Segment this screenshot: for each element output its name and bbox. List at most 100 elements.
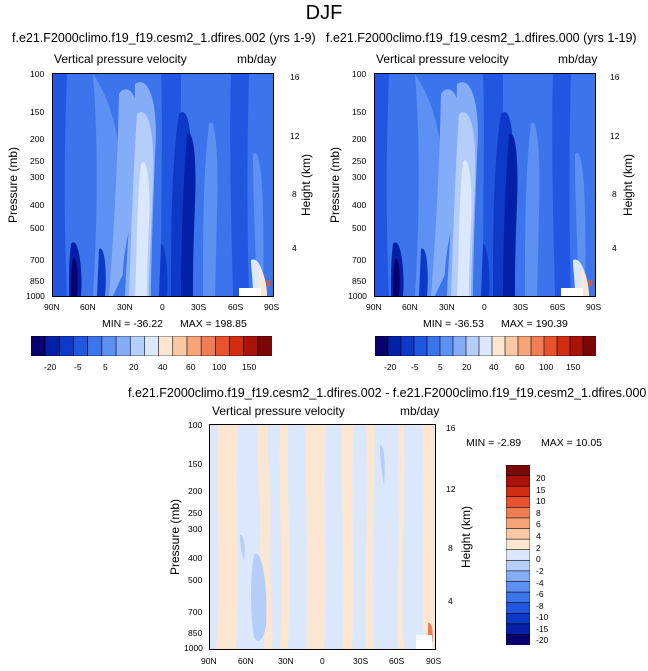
units-label: mb/day xyxy=(558,52,598,66)
x-tick-label: 60S xyxy=(389,656,405,666)
colorbar-label: 5 xyxy=(438,362,443,372)
panel-title: f.e21.F2000climo.f19_f19.cesm2_1.dfires.… xyxy=(326,31,637,45)
y-right-axis-title: Height (km) xyxy=(621,154,635,217)
colorbar-swatch xyxy=(214,336,231,356)
colorbar-swatch xyxy=(87,336,103,356)
colorbar xyxy=(375,336,596,356)
y-tick-label: 850 xyxy=(30,276,45,286)
y-tick-label: 400 xyxy=(188,553,203,563)
variable-label: Vertical pressure velocity xyxy=(376,52,509,66)
y-tick-label: 200 xyxy=(352,134,367,144)
x-tick-label: 60N xyxy=(80,302,96,312)
x-tick-label: 60N xyxy=(238,656,254,666)
colorbar-label: 5 xyxy=(103,362,108,372)
y-tick-label: 150 xyxy=(352,107,367,117)
colorbar-label: -20 xyxy=(384,362,397,372)
colorbar-label: -20 xyxy=(44,362,57,372)
colorbar-swatch xyxy=(506,475,530,487)
colorbar-swatch xyxy=(478,336,493,356)
colorbar-swatch xyxy=(115,336,132,356)
colorbar-swatch xyxy=(229,336,245,356)
x-tick-label: 90N xyxy=(44,302,60,312)
colorbar-swatch xyxy=(387,336,402,356)
y-right-tick-label: 8 xyxy=(292,189,297,199)
colorbar-label: 60 xyxy=(186,362,196,372)
x-tick-label: 90N xyxy=(366,302,382,312)
heatmap-plot xyxy=(375,74,595,296)
y-tick-label: 500 xyxy=(30,223,45,233)
x-tick-label: 0 xyxy=(320,656,325,666)
min-value: MIN = -2.89 xyxy=(466,437,522,449)
y-right-tick-label: 12 xyxy=(446,484,456,494)
y-tick-label: 400 xyxy=(30,200,45,210)
colorbar-label: 40 xyxy=(158,362,168,372)
colorbar-swatch xyxy=(439,336,454,356)
colorbar-swatches xyxy=(506,465,530,645)
x-tick-label: 90S xyxy=(264,302,280,312)
colorbar-swatches xyxy=(31,336,272,356)
colorbar-swatch xyxy=(517,336,532,356)
y-right-tick-label: 4 xyxy=(448,596,453,606)
y-right-tick-label: 8 xyxy=(612,189,617,199)
colorbar-swatch xyxy=(465,336,480,356)
y-tick-label: 250 xyxy=(30,156,45,166)
colorbar-label: -20 xyxy=(536,635,549,645)
colorbar-label: 60 xyxy=(515,362,525,372)
x-tick-label: 30S xyxy=(353,656,369,666)
x-tick-label: 90S xyxy=(426,656,442,666)
y-right-tick-label: 16 xyxy=(290,72,300,82)
colorbar xyxy=(506,465,530,645)
y-right-tick-label: 12 xyxy=(290,131,300,141)
y-tick-label: 250 xyxy=(188,508,203,518)
units-label: mb/day xyxy=(400,404,440,418)
colorbar-swatch xyxy=(569,336,584,356)
colorbar-label: 40 xyxy=(489,362,499,372)
colorbar-swatch xyxy=(186,336,202,356)
x-tick-label: 30S xyxy=(191,302,207,312)
y-right-tick-label: 8 xyxy=(448,543,453,553)
colorbar-swatch xyxy=(158,336,174,356)
colorbar-label: 100 xyxy=(212,362,227,372)
colorbar-label: 100 xyxy=(539,362,554,372)
y-tick-label: 700 xyxy=(188,607,203,617)
colorbar-swatch xyxy=(200,336,217,356)
colorbar-swatch xyxy=(582,336,596,356)
y-tick-label: 200 xyxy=(188,486,203,496)
heatmap-plot xyxy=(210,425,435,649)
colorbar-label: 150 xyxy=(242,362,257,372)
colorbar-swatch xyxy=(506,581,530,593)
colorbar-swatch xyxy=(506,602,530,615)
heatmap-panel xyxy=(209,424,436,650)
colorbar-swatch xyxy=(144,336,160,356)
heatmap-panel xyxy=(374,73,596,297)
y-tick-label: 300 xyxy=(352,172,367,182)
y-tick-label: 300 xyxy=(30,172,45,182)
colorbar-label: 6 xyxy=(536,519,541,529)
colorbar-label: 4 xyxy=(536,531,541,541)
colorbar-swatch xyxy=(506,538,530,551)
y-tick-label: 150 xyxy=(188,459,203,469)
x-tick-label: 30N xyxy=(439,302,455,312)
min-value: MIN = -36.53 xyxy=(423,318,484,330)
x-tick-label: 90S xyxy=(586,302,602,312)
colorbar-swatch xyxy=(530,336,545,356)
colorbar-swatch xyxy=(506,634,530,645)
colorbar-label: -10 xyxy=(536,612,549,622)
colorbar-label: 150 xyxy=(566,362,581,372)
x-tick-label: 30N xyxy=(117,302,133,312)
y-tick-label: 100 xyxy=(30,69,45,79)
colorbar-label: 2 xyxy=(536,543,541,553)
y-tick-label: 850 xyxy=(352,276,367,286)
y-tick-label: 1000 xyxy=(184,643,203,653)
panel-title: f.e21.F2000climo.f19_f19.cesm2_1.dfires.… xyxy=(128,386,647,400)
colorbar-label: -5 xyxy=(411,362,419,372)
colorbar-label: 15 xyxy=(536,485,546,495)
colorbar-swatch xyxy=(506,612,530,625)
colorbar-label: 8 xyxy=(536,508,541,518)
y-right-tick-label: 16 xyxy=(446,423,456,433)
colorbar-label: 10 xyxy=(536,496,546,506)
colorbar-swatch xyxy=(506,570,530,583)
y-tick-label: 100 xyxy=(188,420,203,430)
colorbar-swatch xyxy=(506,559,530,572)
colorbar-swatch xyxy=(504,336,519,356)
